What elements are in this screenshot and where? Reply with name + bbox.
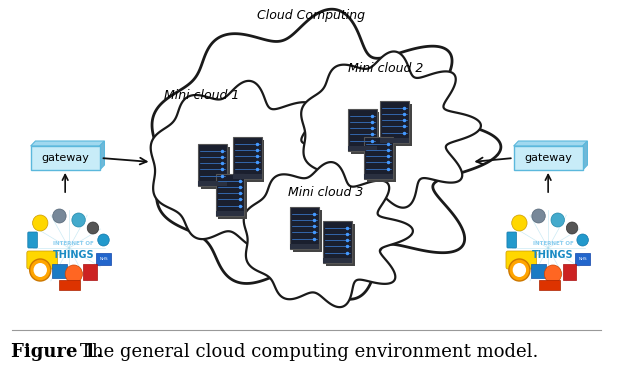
FancyBboxPatch shape xyxy=(348,109,376,151)
FancyBboxPatch shape xyxy=(233,137,262,179)
FancyBboxPatch shape xyxy=(52,264,67,278)
FancyBboxPatch shape xyxy=(27,251,58,269)
FancyBboxPatch shape xyxy=(198,144,227,186)
FancyBboxPatch shape xyxy=(236,140,264,182)
Text: Figure 1.: Figure 1. xyxy=(12,343,103,361)
FancyBboxPatch shape xyxy=(216,211,244,216)
FancyBboxPatch shape xyxy=(351,112,380,154)
Circle shape xyxy=(72,213,85,227)
Circle shape xyxy=(65,265,83,283)
Polygon shape xyxy=(31,141,104,146)
Circle shape xyxy=(577,234,588,246)
FancyBboxPatch shape xyxy=(538,280,559,290)
FancyBboxPatch shape xyxy=(233,174,262,179)
Text: INTERNET OF: INTERNET OF xyxy=(532,240,573,245)
Circle shape xyxy=(33,215,48,231)
FancyBboxPatch shape xyxy=(575,253,590,265)
Circle shape xyxy=(566,222,578,234)
FancyBboxPatch shape xyxy=(28,232,37,248)
FancyBboxPatch shape xyxy=(201,147,230,189)
Polygon shape xyxy=(244,162,413,307)
Circle shape xyxy=(52,209,66,223)
Polygon shape xyxy=(582,141,588,170)
Polygon shape xyxy=(150,81,341,248)
FancyBboxPatch shape xyxy=(514,146,582,170)
FancyBboxPatch shape xyxy=(348,146,376,151)
FancyBboxPatch shape xyxy=(364,137,393,179)
FancyBboxPatch shape xyxy=(216,174,244,216)
Circle shape xyxy=(29,259,51,281)
Text: gateway: gateway xyxy=(524,153,572,163)
FancyBboxPatch shape xyxy=(563,264,576,280)
FancyBboxPatch shape xyxy=(291,244,319,249)
FancyBboxPatch shape xyxy=(326,224,355,266)
Circle shape xyxy=(544,265,561,283)
Polygon shape xyxy=(301,51,481,208)
FancyBboxPatch shape xyxy=(507,232,516,248)
Text: gateway: gateway xyxy=(41,153,89,163)
Circle shape xyxy=(87,222,99,234)
FancyBboxPatch shape xyxy=(83,264,97,280)
Circle shape xyxy=(98,234,109,246)
Text: THINGS: THINGS xyxy=(53,250,95,260)
FancyBboxPatch shape xyxy=(291,207,319,249)
Polygon shape xyxy=(100,141,104,170)
Text: NHS: NHS xyxy=(579,257,587,261)
Text: NHS: NHS xyxy=(99,257,108,261)
FancyBboxPatch shape xyxy=(367,140,396,182)
Polygon shape xyxy=(152,9,501,299)
Text: THINGS: THINGS xyxy=(532,250,573,260)
FancyBboxPatch shape xyxy=(198,181,227,186)
FancyBboxPatch shape xyxy=(31,146,100,170)
FancyBboxPatch shape xyxy=(506,251,536,269)
Text: Cloud Computing: Cloud Computing xyxy=(257,8,365,21)
Polygon shape xyxy=(514,141,588,146)
Text: Mini cloud 1: Mini cloud 1 xyxy=(164,88,239,101)
Circle shape xyxy=(33,263,47,277)
Text: Mini cloud 3: Mini cloud 3 xyxy=(288,186,364,199)
FancyBboxPatch shape xyxy=(323,221,352,263)
FancyBboxPatch shape xyxy=(96,253,111,265)
FancyBboxPatch shape xyxy=(293,210,322,252)
Circle shape xyxy=(532,209,545,223)
Text: The general cloud computing environment model.: The general cloud computing environment … xyxy=(79,343,538,361)
Circle shape xyxy=(512,215,527,231)
FancyBboxPatch shape xyxy=(364,174,393,179)
FancyBboxPatch shape xyxy=(380,101,409,143)
Circle shape xyxy=(551,213,564,227)
FancyBboxPatch shape xyxy=(531,264,546,278)
Circle shape xyxy=(513,263,526,277)
Text: Mini cloud 2: Mini cloud 2 xyxy=(348,61,423,75)
FancyBboxPatch shape xyxy=(323,258,352,263)
Text: INTERNET OF: INTERNET OF xyxy=(53,240,94,245)
FancyBboxPatch shape xyxy=(380,138,409,143)
Circle shape xyxy=(509,259,530,281)
FancyBboxPatch shape xyxy=(60,280,81,290)
FancyBboxPatch shape xyxy=(218,177,247,219)
FancyBboxPatch shape xyxy=(383,104,412,146)
